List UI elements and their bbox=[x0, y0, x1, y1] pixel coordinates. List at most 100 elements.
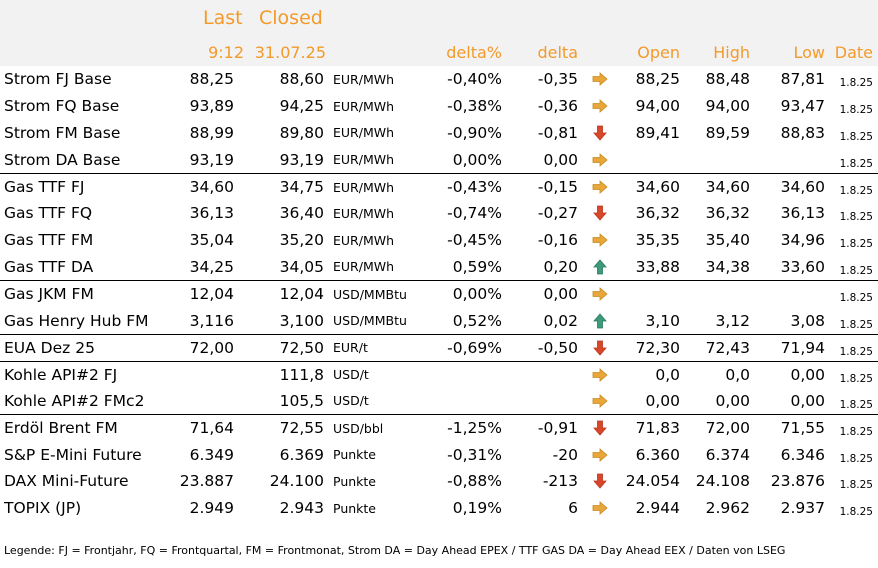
arrow-right-icon bbox=[590, 146, 610, 173]
row-low: 34,96 bbox=[780, 231, 825, 250]
row-low: 71,94 bbox=[780, 338, 825, 357]
row-low: 87,81 bbox=[780, 70, 825, 89]
row-high: 2.962 bbox=[705, 499, 750, 518]
table-row: Kohle API#2 FMc2 105,5 USD/t 0,00 0,00 0,00 1.… bbox=[0, 388, 878, 415]
row-closed: 24.100 bbox=[269, 472, 324, 491]
row-open: 33,88 bbox=[635, 257, 680, 276]
row-closed: 88,60 bbox=[279, 70, 324, 89]
row-date: 1.8.25 bbox=[839, 426, 873, 439]
header-high: High bbox=[713, 43, 750, 62]
row-name: S&P E-Mini Future bbox=[4, 445, 142, 464]
table-row: Strom DA Base 93,19 93,19 EUR/MWh 0,00% 0,00 1… bbox=[0, 146, 878, 173]
row-date: 1.8.25 bbox=[839, 398, 873, 411]
row-delta: -0,81 bbox=[537, 123, 578, 142]
row-delta: 0,02 bbox=[543, 311, 578, 330]
row-last: 12,04 bbox=[189, 285, 234, 304]
row-delta-pct: -0,43% bbox=[447, 178, 502, 197]
row-closed: 35,20 bbox=[279, 231, 324, 250]
row-open: 6.360 bbox=[635, 445, 680, 464]
row-last: 23.887 bbox=[179, 472, 234, 491]
table-row: Gas Henry Hub FM 3,116 3,100 USD/MMBtu 0,52%… bbox=[0, 307, 878, 334]
table-row: Strom FQ Base 93,89 94,25 EUR/MWh -0,38% -0,3… bbox=[0, 93, 878, 120]
row-delta-pct: 0,00% bbox=[452, 285, 502, 304]
row-date: 1.8.25 bbox=[839, 185, 873, 198]
row-date: 1.8.25 bbox=[839, 345, 873, 358]
row-closed: 89,80 bbox=[279, 123, 324, 142]
row-low: 71,55 bbox=[780, 419, 825, 438]
arrow-right-icon bbox=[590, 362, 610, 388]
arrow-up-icon bbox=[590, 254, 610, 281]
row-low: 34,60 bbox=[780, 178, 825, 197]
row-high: 94,00 bbox=[705, 97, 750, 116]
row-high: 3,12 bbox=[715, 311, 750, 330]
table-row: Strom FJ Base 88,25 88,60 EUR/MWh -0,40% -0,3… bbox=[0, 66, 878, 93]
row-open: 3,10 bbox=[645, 311, 680, 330]
row-high: 36,32 bbox=[705, 204, 750, 223]
row-high: 88,48 bbox=[705, 70, 750, 89]
row-delta-pct: -0,40% bbox=[447, 70, 502, 89]
row-high: 34,38 bbox=[705, 257, 750, 276]
row-low: 6.346 bbox=[780, 445, 825, 464]
row-delta: 0,00 bbox=[543, 150, 578, 169]
header-closed: Closed bbox=[259, 7, 323, 29]
row-date: 1.8.25 bbox=[839, 292, 873, 305]
row-name: Strom FJ Base bbox=[4, 70, 112, 89]
table-header: Last Closed 9:12 31.07.25 delta% delta O… bbox=[0, 0, 878, 66]
row-open: 71,83 bbox=[635, 419, 680, 438]
row-delta: -213 bbox=[542, 472, 578, 491]
row-low: 36,13 bbox=[780, 204, 825, 223]
row-delta: 0,00 bbox=[543, 285, 578, 304]
row-low: 0,00 bbox=[790, 365, 825, 384]
row-name: Gas JKM FM bbox=[4, 285, 94, 304]
table-row: DAX Mini-Future 23.887 24.100 Punkte -0,88% -… bbox=[0, 468, 878, 495]
row-low: 2.937 bbox=[780, 499, 825, 518]
arrow-right-icon bbox=[590, 441, 610, 468]
arrow-right-icon bbox=[590, 495, 610, 522]
arrow-down-icon bbox=[590, 200, 610, 227]
row-unit: EUR/MWh bbox=[333, 71, 395, 87]
row-closed: 105,5 bbox=[279, 391, 324, 410]
arrow-down-icon bbox=[590, 120, 610, 147]
row-date: 1.8.25 bbox=[839, 452, 873, 465]
row-high: 35,40 bbox=[705, 231, 750, 250]
row-unit: USD/t bbox=[333, 393, 369, 409]
row-low: 0,00 bbox=[790, 391, 825, 410]
row-last: 71,64 bbox=[189, 419, 234, 438]
header-date: Date bbox=[834, 43, 873, 62]
row-delta: -20 bbox=[552, 445, 578, 464]
row-unit: EUR/MWh bbox=[333, 232, 395, 248]
row-name: EUA Dez 25 bbox=[4, 338, 95, 357]
table-row: Gas TTF FJ 34,60 34,75 EUR/MWh -0,43% -0,15 34… bbox=[0, 173, 878, 200]
arrow-right-icon bbox=[590, 66, 610, 93]
row-name: Gas TTF DA bbox=[4, 257, 94, 276]
row-last: 88,99 bbox=[189, 123, 234, 142]
row-high: 24.108 bbox=[695, 472, 750, 491]
row-delta-pct: 0,59% bbox=[452, 257, 502, 276]
row-low: 93,47 bbox=[780, 97, 825, 116]
table-row: Gas TTF FQ 36,13 36,40 EUR/MWh -0,74% -0,27 36… bbox=[0, 200, 878, 227]
row-closed: 72,50 bbox=[279, 338, 324, 357]
row-open: 36,32 bbox=[635, 204, 680, 223]
row-delta-pct: -0,88% bbox=[447, 472, 502, 491]
arrow-up-icon bbox=[590, 307, 610, 334]
row-delta-pct: -0,31% bbox=[447, 445, 502, 464]
row-open: 72,30 bbox=[635, 338, 680, 357]
row-delta: 6 bbox=[568, 499, 578, 518]
row-name: TOPIX (JP) bbox=[4, 499, 82, 518]
row-last: 93,89 bbox=[189, 97, 234, 116]
row-unit: EUR/t bbox=[333, 340, 368, 356]
row-name: Gas TTF FM bbox=[4, 231, 94, 250]
header-open: Open bbox=[637, 43, 680, 62]
row-low: 23.876 bbox=[770, 472, 825, 491]
row-open: 88,25 bbox=[635, 70, 680, 89]
row-unit: Punkte bbox=[333, 447, 376, 463]
row-delta: -0,50 bbox=[537, 338, 578, 357]
row-name: Gas Henry Hub FM bbox=[4, 311, 149, 330]
row-date: 1.8.25 bbox=[839, 77, 873, 90]
arrow-down-icon bbox=[590, 335, 610, 361]
table-row: Gas TTF DA 34,25 34,05 EUR/MWh 0,59% 0,20 33,8… bbox=[0, 254, 878, 281]
row-closed: 94,25 bbox=[279, 97, 324, 116]
row-high: 0,00 bbox=[715, 391, 750, 410]
row-closed: 12,04 bbox=[279, 285, 324, 304]
row-low: 3,08 bbox=[790, 311, 825, 330]
